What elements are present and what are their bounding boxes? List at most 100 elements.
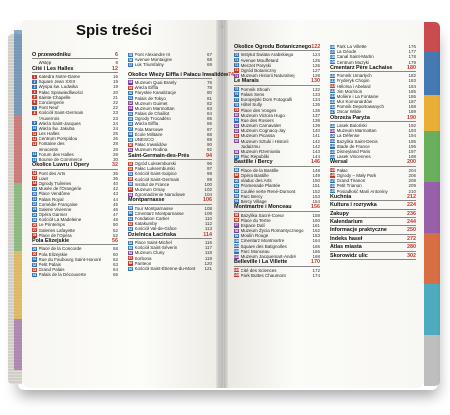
toc-entry[interactable]: Wstęp 8 (32, 60, 119, 65)
toc-entry[interactable]: 29 Place de la Concorde 58 (32, 246, 118, 251)
toc-entry[interactable]: 26 Le Printemps 50 (32, 222, 118, 227)
toc-entry[interactable]: 15 Bourse de Commerce 30 (32, 157, 118, 162)
section-heading[interactable]: Atlas miasta 280 (330, 244, 416, 252)
section-heading[interactable]: Cmentarz Père Lachaise 180 (330, 65, 416, 73)
toc-entry[interactable]: 89 Opéra Bastille 149 (234, 173, 320, 178)
toc-entry[interactable]: 95 Bazylika Sacré-Coeur 158 (234, 213, 320, 218)
toc-entry[interactable]: 38 Muzeum Quai Branly 76 (128, 80, 212, 85)
toc-entry[interactable]: 119 Muzeum Marmottan 193 (330, 128, 416, 133)
toc-entry[interactable]: 108 Canal Saint-Martin 178 (330, 54, 416, 59)
toc-entry[interactable]: 88 Place de la Bastille 148 (234, 168, 320, 173)
section-heading[interactable]: Zakupy 236 (330, 211, 416, 218)
toc-entry[interactable]: 50 Pałac Inwalidów 90 (128, 142, 212, 147)
toc-entry[interactable]: 115 Mur Komunardów 187 (330, 99, 416, 104)
toc-entry[interactable]: 99 Moulin Rouge 163 (234, 233, 320, 238)
toc-entry[interactable]: 34 Palais de la Découverte 66 (32, 272, 118, 277)
toc-entry[interactable]: 58 Zgromadzenie Narodowe 104 (128, 192, 212, 197)
toc-entry[interactable]: 17 Luwr 36 (32, 176, 118, 181)
toc-entry[interactable]: 84 Muzeum Picassa 141 (234, 133, 320, 138)
toc-entry[interactable]: 48 École Militaire 88 (128, 132, 212, 137)
toc-entry[interactable]: Judaizmu 142 (234, 144, 321, 149)
toc-entry[interactable]: 60 Cmentarz Montparnasse 109 (128, 211, 212, 216)
toc-entry[interactable]: 94 Bercy Village 154 (234, 199, 320, 204)
toc-entry[interactable]: 49 UNESCO 89 (128, 137, 212, 142)
toc-entry[interactable]: 59 Tour Montparnasse 108 (128, 206, 212, 211)
toc-entry[interactable]: 53 Pałac Luksemburski 97 (128, 166, 212, 171)
toc-entry[interactable]: 110 Pomnik Umarłych 182 (330, 73, 416, 78)
section-heading[interactable]: Okolice Ogrodu Botanicznego 122 (234, 44, 320, 52)
toc-entry[interactable]: 31 Rue du Faubourg Saint-Honoré 62 (32, 257, 118, 262)
section-heading[interactable]: Belleville i La Villette 170 (234, 259, 320, 267)
section-heading[interactable]: Okolice Wieży Eiffla i Pałacu Inwalidów 7… (128, 72, 234, 79)
toc-entry[interactable]: 123 Disneyland Paris 197 (330, 149, 416, 154)
toc-entry[interactable]: 124 Lasek Vincennes 198 (330, 154, 416, 159)
toc-entry[interactable]: 54 Kościół Saint-Sulpice 98 (128, 171, 212, 176)
toc-entry[interactable]: 23 Galerie Vivienne 46 (32, 207, 118, 212)
toc-entry[interactable]: 92 Coulée verte René-Dumont 152 (234, 189, 320, 194)
toc-entry[interactable]: 71 Avenue Mouffetard 125 (234, 58, 320, 63)
section-heading[interactable]: Pola Elizejskie 56 (32, 238, 118, 246)
toc-entry[interactable]: 85 Muzeum Sztuki i Historii 142 (234, 139, 320, 144)
section-heading[interactable]: Le Marais 130 (234, 78, 320, 86)
toc-entry[interactable]: 37 Łuk Triumfalny 69 (128, 62, 212, 67)
toc-entry[interactable]: 82 Muzeum Carnavalet 139 (234, 123, 320, 128)
toc-entry[interactable]: 2 Square Jean XXIII 19 (32, 79, 118, 84)
toc-entry[interactable]: 74 Muzeum Historii Naturalnej 128 (234, 73, 320, 78)
section-heading[interactable]: Informacje praktyczne 250 (330, 227, 416, 235)
toc-entry[interactable]: 20 Place Vendôme 43 (32, 191, 118, 196)
toc-entry[interactable]: 96 Place du Tertre 160 (234, 218, 320, 223)
toc-entry[interactable]: 120 La Défense 194 (330, 133, 416, 138)
toc-entry[interactable]: 114 Molière i La Fontaine 186 (330, 94, 416, 99)
toc-entry[interactable]: 93 Parc Bercy 153 (234, 194, 320, 199)
toc-entry[interactable]: 21 Palais Royal 44 (32, 197, 118, 202)
toc-entry[interactable]: 80 Muzeum Victora Hugo 137 (234, 113, 320, 118)
toc-entry[interactable]: 39 Wieża Eiffla 78 (128, 85, 212, 90)
toc-entry[interactable]: 64 Place Saint-Michel 116 (128, 240, 212, 245)
toc-entry[interactable]: 18 Ogrody Tuileries 40 (32, 181, 118, 186)
toc-entry[interactable]: 6 Conciergerie 22 (32, 100, 118, 105)
toc-entry[interactable]: 5 Sainte-Chapelle 21 (32, 95, 118, 100)
toc-entry[interactable]: 33 Grand Palais 64 (32, 267, 118, 272)
toc-entry[interactable]: 90 Viaduc des Arts 150 (234, 178, 320, 183)
toc-entry[interactable]: 7 Pont Neuf 22 (32, 105, 118, 110)
toc-entry[interactable]: 16 Pont des Arts 35 (32, 171, 118, 176)
section-heading[interactable]: Bastille i Bercy 146 (234, 159, 320, 167)
toc-entry[interactable]: 126 Ogrody – Mały Park 206 (330, 173, 416, 178)
toc-entry[interactable]: l'Auxerrois 23 (32, 116, 119, 121)
section-heading[interactable]: Kalendarium 244 (330, 219, 416, 227)
toc-entry[interactable]: 8 Kościół Saint-Germain 23 (32, 110, 118, 115)
toc-entry[interactable]: 55 Kościół Saint-Germain 99 (128, 177, 212, 182)
section-heading[interactable]: Montparnasse 106 (128, 197, 212, 205)
toc-entry[interactable]: 112 Héloïsa i Abelard 184 (330, 84, 416, 89)
toc-entry[interactable]: 116 Pomnik Deportowanych 188 (330, 104, 416, 109)
toc-entry[interactable]: 73 Ogród Botaniczny 127 (234, 68, 320, 73)
toc-entry[interactable]: 109 Centrum Muzyki 179 (330, 60, 416, 65)
toc-entry[interactable]: 24 Opéra Garnier 47 (32, 212, 118, 217)
section-heading[interactable]: O przewodniku 6 (32, 52, 118, 60)
toc-entry[interactable]: 22 Comédie Française 45 (32, 202, 118, 207)
toc-entry[interactable]: 72 Meczet Paryski 126 (234, 63, 320, 68)
toc-entry[interactable]: 65 Kościół Saint-Séverin 117 (128, 245, 212, 250)
toc-entry[interactable]: 41 Palais de Tokyo 81 (128, 96, 212, 101)
toc-entry[interactable]: 98 Muzeum Życia Romantycznego 162 (234, 228, 320, 233)
toc-entry[interactable]: 122 Stade de France 196 (330, 144, 416, 149)
toc-entry[interactable]: 121 Bazylika Saint-Denis 195 (330, 139, 416, 144)
toc-entry[interactable]: 102 Parc Monceau 166 (234, 249, 320, 254)
toc-entry[interactable]: 70 Instytut Świata Arabskiego 124 (234, 52, 320, 57)
toc-entry[interactable]: 83 Muzeum Cognacq-Jay 140 (234, 128, 320, 133)
toc-entry[interactable]: 87 Plac Republiki 144 (234, 154, 320, 159)
toc-entry[interactable]: 81 Rue des Rosiers 138 (234, 118, 320, 123)
toc-entry[interactable]: 100 Cmentarz Montmartre 164 (234, 238, 320, 243)
toc-entry[interactable]: 3 Wyspa św. Ludwika 19 (32, 84, 118, 89)
toc-entry[interactable]: 75 Pomnik Shoah 132 (234, 87, 320, 92)
toc-entry[interactable]: 27 Galeries Lafayette 52 (32, 228, 118, 233)
section-heading[interactable]: Indeks haseł 272 (330, 236, 416, 244)
toc-entry[interactable]: 79 Place des Vosges 136 (234, 108, 320, 113)
toc-entry[interactable]: 111 Fryderyk Chopin 183 (330, 78, 416, 83)
section-heading[interactable]: Obrzeża Paryża 190 (330, 115, 416, 123)
toc-entry[interactable]: 101 Square des Batignolles 165 (234, 244, 320, 249)
toc-entry[interactable]: 14 Forum des Halles 29 (32, 152, 118, 157)
toc-entry[interactable]: 67 Sorbona 119 (128, 256, 212, 261)
toc-entry[interactable]: 105 Park Buttes Chaumont 174 (234, 273, 320, 278)
toc-entry[interactable]: 25 Kościół La Madeleine 48 (32, 217, 118, 222)
